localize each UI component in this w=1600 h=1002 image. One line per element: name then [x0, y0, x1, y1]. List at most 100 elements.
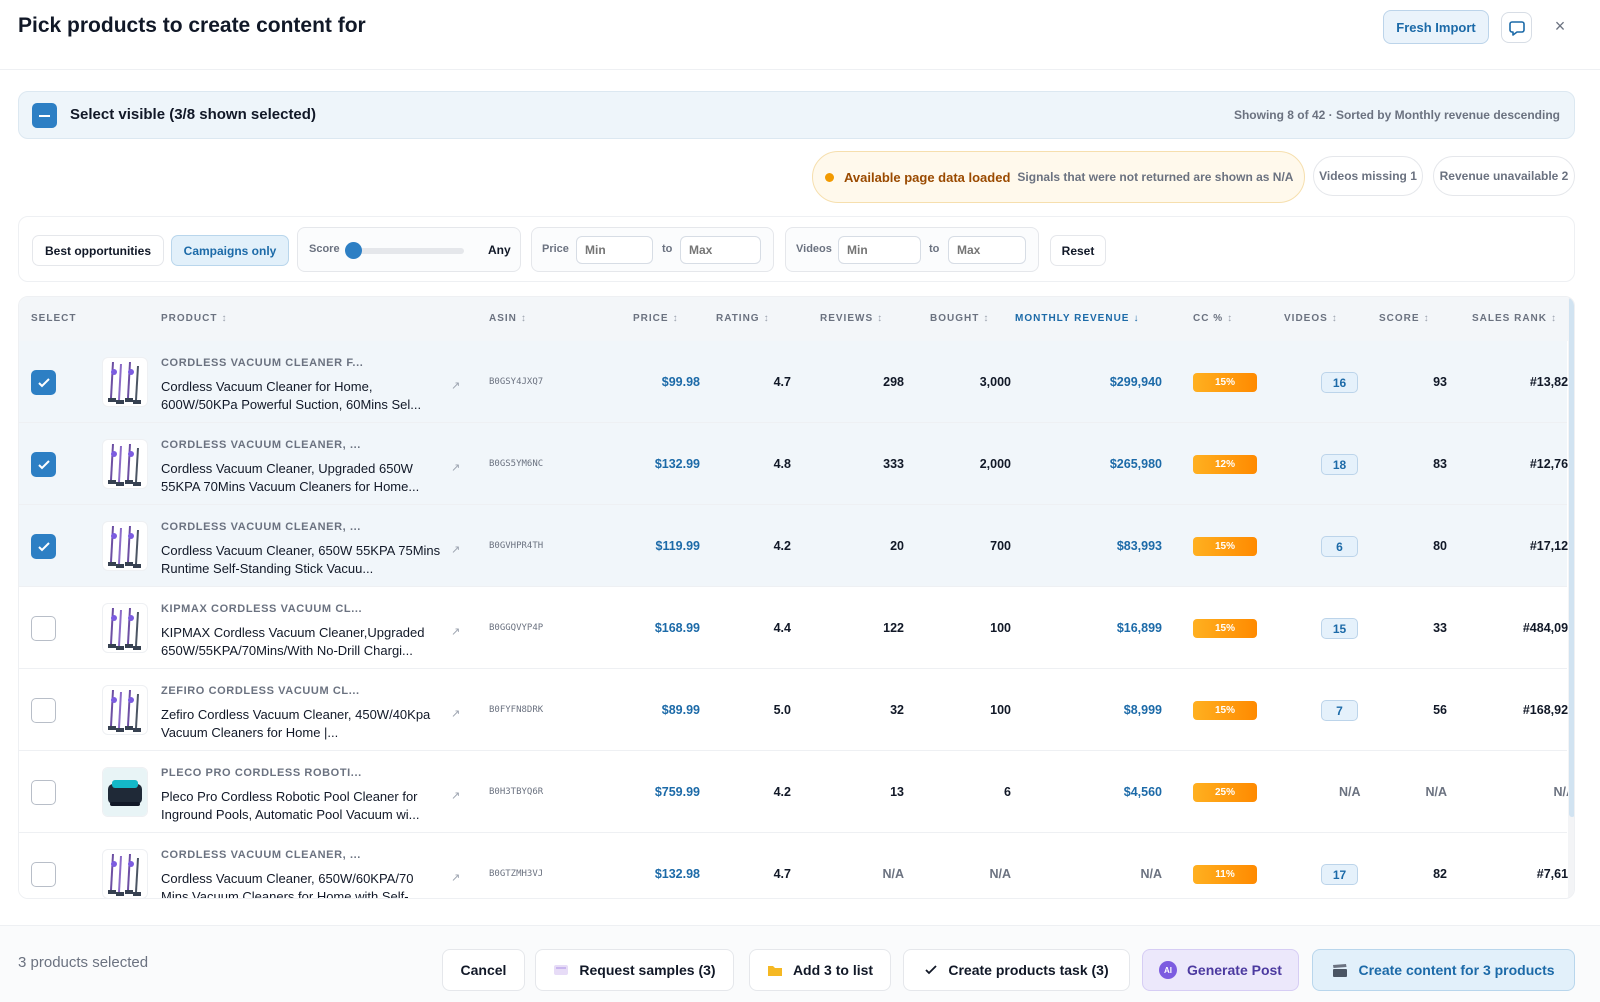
row-checkbox[interactable] — [31, 616, 56, 641]
reviews-value: 32 — [890, 703, 904, 717]
col-sales-rank[interactable]: SALES RANK ↕ — [1472, 313, 1557, 324]
select-visible-checkbox[interactable] — [32, 103, 57, 128]
score-filter: Score Any — [297, 227, 521, 272]
sort-icon: ↕ — [763, 313, 769, 324]
table-row[interactable]: PLECO PRO CORDLESS ROBOTI... Pleco Pro Co… — [19, 751, 1574, 833]
rating-value: 4.7 — [773, 867, 791, 881]
asin-value: B0H3TBYQ6R — [489, 787, 544, 797]
product-thumbnail — [102, 439, 148, 489]
col-product[interactable]: PRODUCT ↕ — [161, 313, 227, 324]
check-icon — [924, 964, 938, 976]
row-checkbox[interactable] — [31, 370, 56, 395]
cc-badge: 15% — [1193, 619, 1257, 638]
product-brand: CORDLESS VACUUM CLEANER, ... — [161, 439, 361, 451]
product-brand: KIPMAX CORDLESS VACUUM CL... — [161, 603, 363, 615]
revenue-unavailable-badge[interactable]: Revenue unavailable 2 — [1433, 156, 1575, 196]
row-checkbox[interactable] — [31, 862, 56, 887]
external-link-icon[interactable]: ↗ — [451, 708, 461, 720]
col-monthly-revenue[interactable]: MONTHLY REVENUE ↓ — [1015, 313, 1139, 324]
row-checkbox[interactable] — [31, 534, 56, 559]
row-checkbox[interactable] — [31, 452, 56, 477]
scrollbar-thumb[interactable] — [1569, 297, 1574, 817]
generate-post-button[interactable]: AI Generate Post — [1142, 949, 1299, 991]
request-samples-button[interactable]: Request samples (3) — [535, 949, 734, 991]
sort-icon: ↕ — [520, 313, 526, 324]
col-videos[interactable]: VIDEOS ↕ — [1284, 313, 1337, 324]
table-header: SELECT PRODUCT ↕ ASIN ↕ PRICE ↕ RATING ↕ REV… — [19, 297, 1574, 341]
videos-max-input[interactable] — [948, 236, 1026, 264]
score-value: 80 — [1433, 539, 1447, 553]
close-button[interactable]: × — [1546, 12, 1574, 40]
sort-icon: ↕ — [221, 313, 227, 324]
product-name: KIPMAX Cordless Vacuum Cleaner,Upgraded … — [161, 625, 425, 658]
external-link-icon[interactable]: ↗ — [451, 626, 461, 638]
score-slider-track[interactable] — [349, 248, 464, 254]
campaigns-only-chip[interactable]: Campaigns only — [171, 235, 289, 266]
cc-badge: 15% — [1193, 701, 1257, 720]
rating-value: 4.4 — [773, 621, 791, 635]
price-max-input[interactable] — [680, 236, 761, 264]
videos-badge[interactable]: 6 — [1321, 536, 1358, 557]
videos-min-input[interactable] — [838, 236, 921, 264]
table-row[interactable]: CORDLESS VACUUM CLEANER F... Cordless Vac… — [19, 341, 1574, 423]
videos-badge[interactable]: 7 — [1321, 700, 1358, 721]
row-checkbox[interactable] — [31, 780, 56, 805]
score-value: 93 — [1433, 375, 1447, 389]
score-slider-thumb[interactable] — [345, 242, 362, 259]
sales-rank-value: #17,126 — [1529, 539, 1575, 553]
product-brand: PLECO PRO CORDLESS ROBOTI... — [161, 767, 362, 779]
col-score[interactable]: SCORE ↕ — [1379, 313, 1429, 324]
create-products-task-button[interactable]: Create products task (3) — [903, 949, 1130, 991]
create-content-button[interactable]: Create content for 3 products — [1312, 949, 1575, 991]
price-value: $119.99 — [655, 539, 701, 553]
score-value: 83 — [1433, 457, 1447, 471]
ai-icon: AI — [1159, 961, 1178, 979]
score-value: Any — [488, 243, 511, 257]
asin-value: B0GS5YM6NC — [489, 459, 544, 469]
price-filter: Price to — [531, 227, 774, 272]
external-link-icon[interactable]: ↗ — [451, 380, 461, 392]
videos-badge[interactable]: 17 — [1321, 864, 1358, 885]
table-row[interactable]: KIPMAX CORDLESS VACUUM CL... KIPMAX Cordl… — [19, 587, 1574, 669]
bought-value: 100 — [990, 703, 1011, 717]
cancel-button[interactable]: Cancel — [442, 949, 525, 991]
videos-badge[interactable]: 15 — [1321, 618, 1358, 639]
col-reviews[interactable]: REVIEWS ↕ — [820, 313, 883, 324]
videos-badge[interactable]: 18 — [1321, 454, 1358, 475]
rating-value: 5.0 — [773, 703, 791, 717]
reset-filters-button[interactable]: Reset — [1050, 235, 1106, 266]
add-to-list-button[interactable]: Add 3 to list — [749, 949, 891, 991]
feedback-button[interactable] — [1501, 12, 1532, 43]
col-asin[interactable]: ASIN ↕ — [489, 313, 526, 324]
price-min-input[interactable] — [576, 236, 653, 264]
folder-icon — [767, 963, 783, 977]
sales-rank-value: #12,768 — [1529, 457, 1575, 471]
table-row[interactable]: CORDLESS VACUUM CLEANER, ... Cordless Vac… — [19, 833, 1574, 898]
table-row[interactable]: ZEFIRO CORDLESS VACUUM CL... Zefiro Cordl… — [19, 669, 1574, 751]
external-link-icon[interactable]: ↗ — [451, 872, 461, 884]
col-price[interactable]: PRICE ↕ — [633, 313, 678, 324]
col-cc[interactable]: CC % ↕ — [1193, 313, 1233, 324]
product-brand: CORDLESS VACUUM CLEANER, ... — [161, 849, 361, 861]
table-row[interactable]: CORDLESS VACUUM CLEANER, ... Cordless Vac… — [19, 505, 1574, 587]
external-link-icon[interactable]: ↗ — [451, 544, 461, 556]
select-visible-label[interactable]: Select visible (3/8 shown selected) — [70, 106, 316, 123]
col-rating[interactable]: RATING ↕ — [716, 313, 769, 324]
videos-filter: Videos to — [785, 227, 1039, 272]
row-checkbox[interactable] — [31, 698, 56, 723]
fresh-import-button[interactable]: Fresh Import — [1383, 10, 1489, 44]
product-name: Zefiro Cordless Vacuum Cleaner, 450W/40K… — [161, 707, 431, 740]
cc-badge: 11% — [1193, 865, 1257, 884]
price-value: $132.99 — [654, 457, 700, 471]
table-scrollbar[interactable] — [1568, 297, 1574, 898]
external-link-icon[interactable]: ↗ — [451, 462, 461, 474]
videos-badge[interactable]: 16 — [1321, 372, 1358, 393]
rating-value: 4.2 — [773, 785, 791, 799]
best-opportunities-chip[interactable]: Best opportunities — [32, 235, 164, 266]
sort-icon: ↕ — [1227, 313, 1233, 324]
table-row[interactable]: CORDLESS VACUUM CLEANER, ... Cordless Vac… — [19, 423, 1574, 505]
videos-missing-badge[interactable]: Videos missing 1 — [1313, 156, 1423, 196]
filter-bar: Best opportunities Campaigns only Score … — [18, 216, 1575, 282]
col-bought[interactable]: BOUGHT ↕ — [930, 313, 989, 324]
external-link-icon[interactable]: ↗ — [451, 790, 461, 802]
